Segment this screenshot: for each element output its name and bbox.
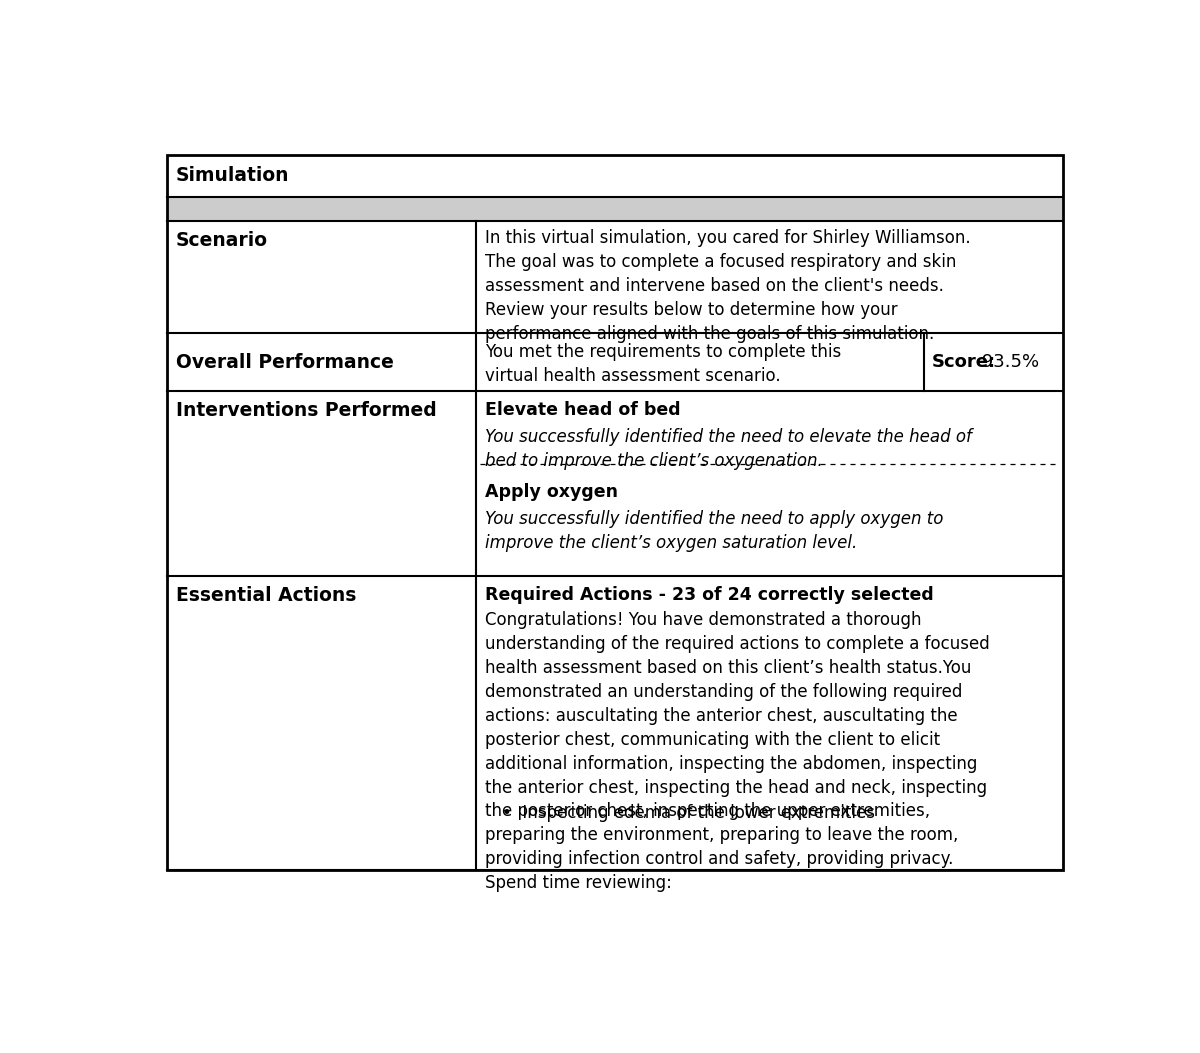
Text: In this virtual simulation, you cared for Shirley Williamson.
The goal was to co: In this virtual simulation, you cared fo… [485,230,971,343]
Text: Apply oxygen: Apply oxygen [485,483,618,501]
Text: Interventions Performed: Interventions Performed [176,401,437,420]
Text: You successfully identified the need to elevate the head of
bed to improve the c: You successfully identified the need to … [485,429,972,470]
Text: You successfully identified the need to apply oxygen to
improve the client’s oxy: You successfully identified the need to … [485,511,943,552]
Text: 93.5%: 93.5% [977,354,1039,372]
Text: Elevate head of bed: Elevate head of bed [485,401,680,419]
Text: Essential Actions: Essential Actions [176,587,356,605]
Text: Score:: Score: [931,354,996,372]
Text: Congratulations! You have demonstrated a thorough
understanding of the required : Congratulations! You have demonstrated a… [485,612,990,892]
Text: You met the requirements to complete this
virtual health assessment scenario.: You met the requirements to complete thi… [485,343,841,384]
Text: Simulation: Simulation [176,166,289,185]
Text: Scenario: Scenario [176,231,268,250]
Text: •  Inspecting edema of the lower extremities: • Inspecting edema of the lower extremit… [502,804,875,822]
Bar [167,197,1063,221]
Text: Required Actions - 23 of 24 correctly selected: Required Actions - 23 of 24 correctly se… [485,587,934,604]
Text: Overall Performance: Overall Performance [176,353,394,372]
Bar [167,155,1063,870]
